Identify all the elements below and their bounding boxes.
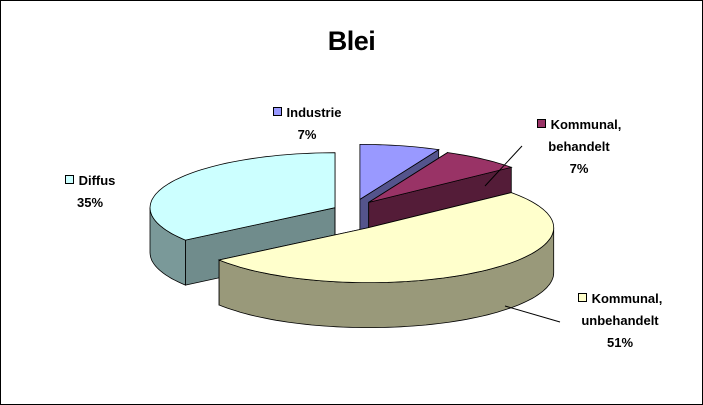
legend-swatch [577,293,587,302]
value-label: 7% [569,161,589,176]
value-label: 7% [297,127,317,142]
leader-line [504,305,561,323]
category-label: Kommunal, unbehandelt [581,291,663,328]
slice-top [359,143,440,201]
data-label: Diffus 35% [55,170,125,214]
legend-swatch [272,107,282,116]
chart-title: Blei [327,26,376,56]
slice-top [217,192,555,284]
category-label: Industrie [286,105,342,120]
data-label: Industrie 7% [262,102,352,146]
data-label: Kommunal, unbehandelt 51% [545,288,695,354]
category-label: Kommunal, behandelt [548,117,622,154]
legend-swatch [64,175,74,184]
slice [217,192,555,329]
slice-top [368,152,513,203]
legend-swatch [536,119,546,128]
value-label: 51% [606,335,634,350]
category-label: Diffus [78,173,116,188]
value-label: 35% [76,195,104,210]
slice-top [149,152,336,241]
data-label: Kommunal, behandelt 7% [520,114,638,180]
leader-line [484,145,523,187]
